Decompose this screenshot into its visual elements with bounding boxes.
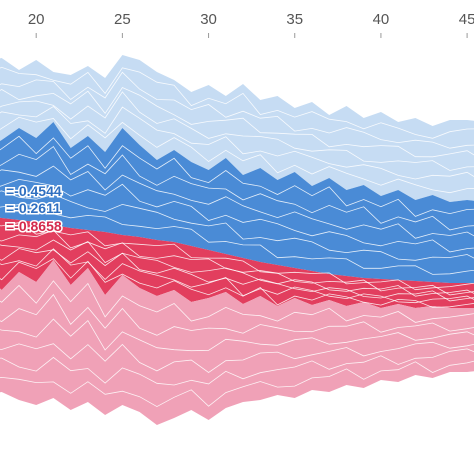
stream-texture-line (0, 248, 474, 302)
stream-texture-line (0, 222, 474, 291)
stream-texture-line (0, 135, 474, 217)
stream-texture-line (0, 258, 474, 308)
stream-texture-line (0, 105, 474, 180)
x-tick-label: 45 (459, 11, 474, 28)
stream-texture-line (0, 318, 474, 352)
annotation-label: =-0.2611 (6, 200, 61, 216)
stream-texture-line (0, 204, 474, 275)
stream-texture-line (0, 178, 474, 253)
stream-texture-line (0, 190, 474, 261)
annotation-label: =-0.8658 (6, 218, 62, 234)
x-tick-label: 40 (373, 11, 390, 28)
stream-texture-line (0, 280, 474, 323)
stream-lines (0, 66, 474, 408)
stream-texture-line (0, 341, 474, 373)
stream-texture-line (0, 146, 474, 231)
stream-texture-line (0, 239, 474, 297)
annotation-labels: =-0.4544=-0.2611 =-0.8658 (5, 182, 64, 236)
stream-texture-line (0, 91, 474, 171)
stream-texture-line (0, 116, 474, 194)
stream-texture-line (0, 348, 474, 386)
stream-bands (0, 55, 474, 425)
stream-texture-line (0, 293, 474, 336)
stream-texture-line (0, 86, 474, 158)
stream-band (0, 217, 474, 308)
x-axis: 20 25 30 35 40 45 (28, 11, 474, 38)
stream-texture-line (0, 66, 474, 139)
x-tick-label: 35 (286, 11, 303, 28)
stream-texture-line (0, 165, 474, 239)
stream-band (0, 55, 474, 202)
annotation-label: =-0.4544 (6, 183, 62, 199)
stream-texture-line (0, 360, 474, 408)
x-tick-label: 20 (28, 11, 45, 28)
stream-texture-line (0, 71, 474, 149)
stream-texture-line (0, 248, 474, 304)
x-tick-label: 25 (114, 11, 131, 28)
x-tick-label: 30 (200, 11, 217, 28)
